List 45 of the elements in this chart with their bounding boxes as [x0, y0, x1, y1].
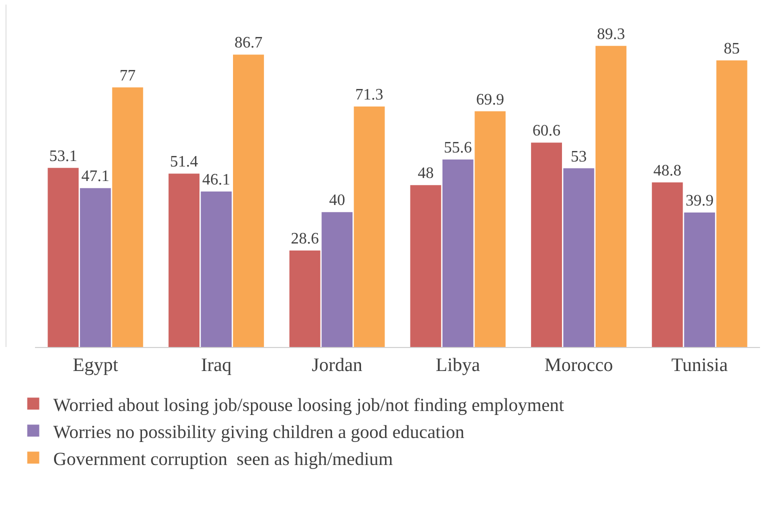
data-label: 71.3: [355, 86, 384, 104]
data-label: 55.6: [444, 140, 472, 156]
bar: [652, 182, 683, 347]
x-tick-label: Jordan: [312, 354, 363, 376]
bar: [200, 192, 232, 347]
data-label: 53.1: [49, 148, 78, 165]
bar: [289, 250, 320, 347]
bar: [563, 168, 594, 347]
data-label: 28.6: [290, 230, 319, 248]
data-label: 53: [570, 148, 587, 166]
data-label: 77: [120, 67, 136, 84]
bar: [596, 46, 626, 347]
bar: [354, 106, 385, 347]
data-label: 86.7: [234, 34, 262, 52]
x-tick-label: Libya: [436, 354, 481, 376]
bar: [48, 168, 79, 347]
data-label: 85: [724, 40, 740, 58]
data-label: 69.9: [476, 91, 504, 108]
x-tick-label: Iraq: [200, 354, 232, 376]
bar: [531, 142, 562, 347]
data-label: 47.1: [81, 168, 110, 186]
bar: [716, 60, 748, 347]
x-tick-label: Egypt: [72, 354, 119, 376]
legend-label: Government corruption seen as high/medium: [53, 450, 394, 470]
bar: [112, 87, 144, 347]
data-label: 48.8: [653, 162, 682, 180]
bar: [168, 174, 200, 347]
x-tick-label: Tunisia: [671, 354, 728, 376]
bar: [474, 111, 506, 347]
x-tick-label: Morocco: [544, 354, 614, 376]
data-label: 40: [329, 192, 346, 210]
data-label: 48: [418, 165, 434, 182]
data-label: 60.6: [532, 122, 561, 140]
bar: [322, 212, 353, 347]
data-label: 39.9: [686, 192, 714, 210]
bar: [410, 185, 442, 347]
data-label: 51.4: [170, 154, 198, 171]
bar: [80, 188, 111, 347]
bar: [684, 212, 716, 347]
bar: [442, 160, 474, 347]
legend-label: Worries no possibility giving children a good education: [53, 422, 464, 443]
bar: [233, 54, 264, 347]
legend-label: Worried about losing job/spouse loosing job/not finding employment: [53, 396, 565, 416]
data-label: 89.3: [596, 26, 625, 43]
data-label: 46.1: [202, 172, 230, 189]
